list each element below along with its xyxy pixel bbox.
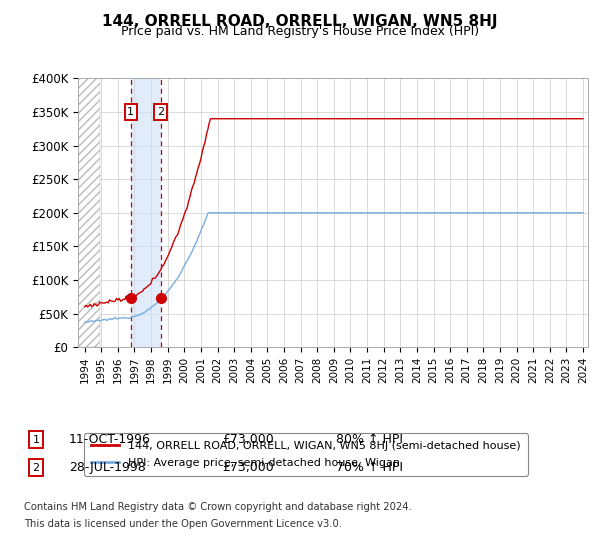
Text: This data is licensed under the Open Government Licence v3.0.: This data is licensed under the Open Gov… (24, 519, 342, 529)
Legend: 144, ORRELL ROAD, ORRELL, WIGAN, WN5 8HJ (semi-detached house), HPI: Average pri: 144, ORRELL ROAD, ORRELL, WIGAN, WN5 8HJ… (83, 433, 529, 475)
Text: £73,000: £73,000 (222, 461, 274, 474)
Text: £73,000: £73,000 (222, 433, 274, 446)
Text: Contains HM Land Registry data © Crown copyright and database right 2024.: Contains HM Land Registry data © Crown c… (24, 502, 412, 512)
Bar (131, 78, 161, 347)
Bar (76, 78, 100, 347)
Text: 70% ↑ HPI: 70% ↑ HPI (336, 461, 403, 474)
Text: 1: 1 (32, 435, 40, 445)
Text: 2: 2 (32, 463, 40, 473)
Text: 2: 2 (157, 107, 164, 117)
Text: 1: 1 (127, 107, 134, 117)
Text: 11-OCT-1996: 11-OCT-1996 (69, 433, 151, 446)
Text: Price paid vs. HM Land Registry's House Price Index (HPI): Price paid vs. HM Land Registry's House … (121, 25, 479, 38)
Text: 28-JUL-1998: 28-JUL-1998 (69, 461, 146, 474)
Text: 80% ↑ HPI: 80% ↑ HPI (336, 433, 403, 446)
Text: 144, ORRELL ROAD, ORRELL, WIGAN, WN5 8HJ: 144, ORRELL ROAD, ORRELL, WIGAN, WN5 8HJ (102, 14, 498, 29)
